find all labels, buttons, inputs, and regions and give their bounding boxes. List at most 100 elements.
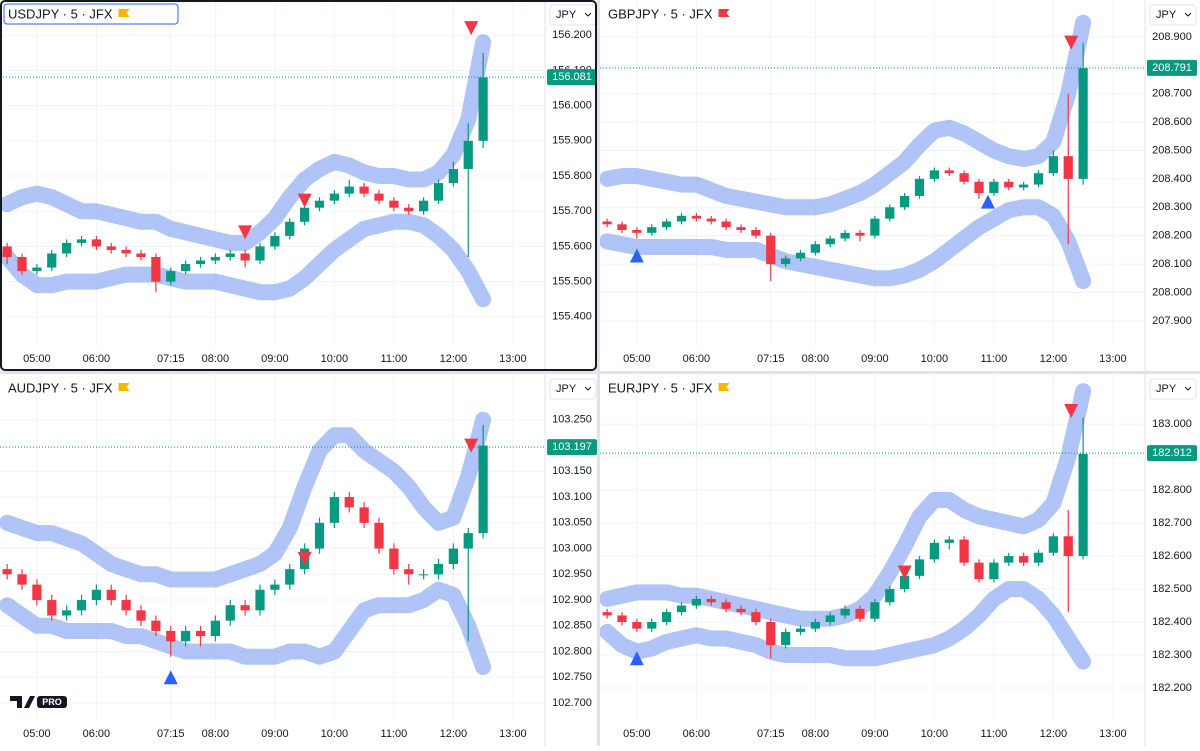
flag-icon: [718, 383, 730, 391]
candle-body: [706, 598, 716, 603]
candle-body: [181, 264, 191, 272]
candle-body: [617, 615, 627, 623]
candle-body: [706, 218, 716, 222]
currency-box: [1149, 378, 1197, 400]
candle-body: [344, 497, 354, 508]
candle-body: [1004, 556, 1014, 563]
signal-marker: [163, 670, 178, 685]
candle-body: [344, 186, 354, 194]
y-tick-label: 155.500: [552, 276, 592, 288]
candle-body: [929, 170, 939, 179]
candle-body: [691, 215, 701, 219]
signal-marker: [238, 225, 253, 240]
chart-panel: 05:00 06:00 07:15 08:00 09:00 10:00 11:00 12:00…: [0, 374, 597, 746]
candle-body: [1078, 68, 1088, 179]
candle-body: [17, 574, 27, 585]
candle-body: [676, 215, 687, 222]
candle-body: [1078, 453, 1088, 557]
y-tick-label: 102.850: [552, 620, 592, 632]
signal-marker: [297, 551, 312, 566]
x-tick-label: 07:15: [757, 728, 785, 740]
candle-body: [151, 256, 161, 282]
currency-label: JPY: [1156, 9, 1177, 21]
y-tick-label: 103.250: [552, 414, 592, 426]
candle-body: [870, 602, 880, 619]
candle-body: [225, 605, 235, 621]
candle-body: [448, 548, 458, 565]
candle-body: [944, 170, 954, 174]
currency-label: JPY: [556, 9, 577, 21]
candle-body: [255, 246, 265, 261]
candle-body: [270, 235, 280, 247]
x-tick-label: 08:00: [202, 728, 230, 740]
flag-icon: [118, 383, 130, 391]
candle-body: [1063, 156, 1073, 179]
candle-body: [270, 584, 280, 590]
candle-body: [478, 445, 488, 534]
last-price-tag: [547, 69, 597, 86]
last-price-label: 156.081: [552, 71, 592, 83]
band: [0, 213, 492, 308]
candle-body: [47, 253, 57, 268]
x-tick-label: 13:00: [499, 728, 527, 740]
flag-icon: [118, 9, 130, 17]
candle-body: [136, 253, 146, 257]
x-tick-label: 06:00: [683, 728, 711, 740]
candle-body: [300, 207, 310, 222]
candle-body: [2, 246, 12, 257]
candle-body: [285, 221, 295, 236]
x-tick-label: 08:00: [202, 353, 230, 365]
candle-body: [404, 569, 414, 575]
y-tick-label: 208.400: [1152, 173, 1192, 185]
y-tick-label: 182.300: [1152, 649, 1192, 661]
last-price-label: 208.791: [1152, 62, 1192, 74]
x-tick-label: 09:00: [261, 728, 289, 740]
y-tick-label: 208.700: [1152, 88, 1192, 100]
dropdown-icon: [584, 12, 592, 17]
candle-body: [106, 589, 116, 601]
plot-area: [0, 411, 492, 685]
candle-body: [285, 569, 295, 585]
candle-body: [195, 260, 206, 265]
candle-body: [959, 173, 969, 182]
candle-body: [1048, 156, 1058, 174]
x-tick-label: 06:00: [83, 728, 111, 740]
candle-body: [810, 244, 820, 253]
candle-body: [632, 230, 642, 233]
y-tick-label: 182.500: [1152, 583, 1192, 595]
x-tick-label: 09:00: [861, 353, 889, 365]
y-tick-label: 208.100: [1152, 258, 1192, 270]
y-tick-label: 156.200: [552, 29, 592, 41]
y-tick-label: 182.400: [1152, 616, 1192, 628]
candle-body: [944, 539, 954, 543]
candle-body: [825, 238, 835, 245]
candle-body: [751, 230, 761, 236]
flag-icon: [718, 9, 730, 17]
candle-body: [419, 574, 429, 576]
candle-body: [195, 630, 206, 637]
candle-body: [210, 256, 220, 261]
y-tick-label: 102.900: [552, 594, 592, 606]
band: [0, 411, 492, 588]
candle-body: [736, 227, 746, 230]
last-price-tag: [1147, 445, 1197, 462]
logo-badge: [37, 696, 67, 708]
y-tick-label: 155.400: [552, 311, 592, 323]
candle-body: [602, 612, 612, 616]
candle-body: [2, 569, 12, 575]
candle-body: [448, 168, 458, 184]
candle-body: [166, 630, 176, 642]
y-tick-label: 208.500: [1152, 144, 1192, 156]
logo-text: PRO: [42, 697, 62, 707]
candle-body: [314, 200, 325, 208]
currency-box: [549, 378, 597, 400]
chart-title: AUDJPY · 5 · JFX: [8, 380, 113, 395]
plot-area: [600, 14, 1092, 290]
currency-box: [1149, 4, 1197, 26]
candle-body: [225, 253, 235, 257]
candle-body: [989, 181, 999, 194]
y-tick-label: 155.900: [552, 135, 592, 147]
candle-body: [478, 77, 488, 141]
y-tick-label: 102.750: [552, 671, 592, 683]
band: [600, 199, 1092, 290]
